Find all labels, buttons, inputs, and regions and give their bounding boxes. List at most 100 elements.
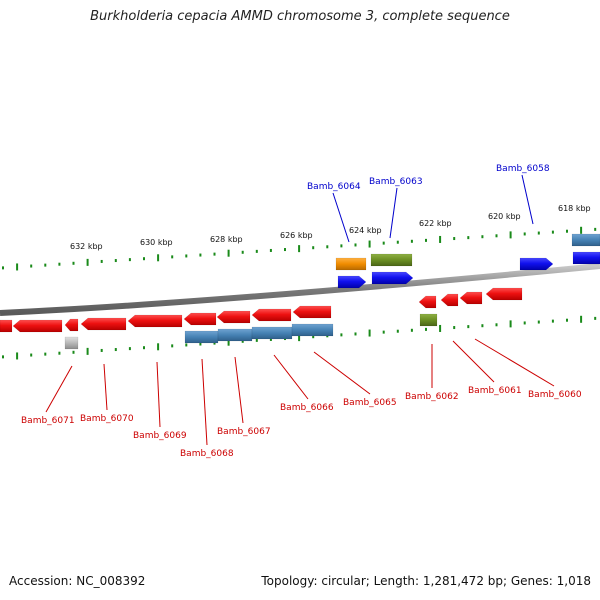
- upper-scale-tick: [2, 266, 4, 270]
- leader-bamb-6061: [452, 340, 495, 383]
- upper-scale-tick: [114, 259, 117, 263]
- gene-bamb-6062-arrow[interactable]: [418, 295, 437, 309]
- leader-bamb-6058: [521, 174, 534, 225]
- upper-scale-tick: [86, 258, 89, 266]
- upper-scale-tick: [537, 231, 540, 235]
- gene-gray-box[interactable]: [64, 336, 79, 350]
- gene-label-bamb-6070[interactable]: Bamb_6070: [80, 414, 134, 424]
- lower-scale-tick: [425, 327, 427, 331]
- gene-blue-box-upper[interactable]: [572, 251, 600, 265]
- upper-scale-tick: [143, 257, 145, 261]
- lower-scale-tick: [72, 350, 75, 354]
- gene-red-small-arrow[interactable]: [459, 291, 483, 305]
- upper-scale-tick: [185, 254, 188, 258]
- gene-bamb-6065-arrow[interactable]: [292, 305, 332, 319]
- scale-ticks: [2, 226, 597, 360]
- lower-scale-tick: [255, 338, 258, 342]
- gene-bamb-6068-arrow[interactable]: [183, 312, 217, 326]
- gene-bamb-6067-arrow[interactable]: [216, 310, 251, 324]
- gene-label-bamb-6068[interactable]: Bamb_6068: [180, 449, 234, 459]
- scale-label-620: 620 kbp: [488, 212, 521, 221]
- gene-bamb-6070-arrow[interactable]: [64, 318, 79, 332]
- lower-scale-tick: [157, 343, 160, 351]
- lower-scale-tick: [537, 320, 540, 324]
- gene-label-bamb-6067[interactable]: Bamb_6067: [217, 427, 271, 437]
- upper-scale-tick: [227, 249, 230, 257]
- scale-label-626: 626 kbp: [280, 231, 313, 240]
- lower-scale-tick: [2, 355, 4, 359]
- gene-bamb-6063-box[interactable]: [370, 253, 413, 267]
- gene-bamb-6066-arrow[interactable]: [251, 308, 292, 322]
- gene-bamb-6064-box[interactable]: [335, 257, 367, 271]
- lower-scale-tick: [382, 330, 385, 334]
- lower-scale-tick: [410, 328, 413, 332]
- gene-bamb-6069-arrow[interactable]: [127, 314, 183, 328]
- lower-scale-tick: [551, 319, 554, 323]
- gene-red-arrow[interactable]: [80, 317, 127, 331]
- gene-bamb-6060-arrow[interactable]: [485, 287, 523, 301]
- gene-bamb-6063-arrow[interactable]: [371, 271, 414, 285]
- gene-red-edge[interactable]: [0, 319, 13, 333]
- upper-scale-tick: [213, 252, 216, 256]
- lower-scale-tick: [16, 352, 19, 360]
- scale-label-628: 628 kbp: [210, 235, 243, 244]
- gene-label-bamb-6058[interactable]: Bamb_6058: [496, 164, 550, 174]
- gene-bamb-6061-arrow[interactable]: [440, 293, 459, 307]
- upper-scale-tick: [72, 261, 75, 265]
- upper-scale-tick: [410, 239, 413, 243]
- gene-steel-box-3[interactable]: [251, 326, 293, 340]
- map-title: Burkholderia cepacia AMMD chromosome 3, …: [90, 9, 510, 24]
- gene-olive-box-lower[interactable]: [419, 313, 438, 327]
- upper-scale-tick: [44, 263, 47, 267]
- lower-scale-tick: [580, 315, 583, 323]
- gene-label-bamb-6064[interactable]: Bamb_6064: [307, 182, 361, 192]
- lower-scale-tick: [368, 329, 371, 337]
- lower-scale-tick: [213, 341, 216, 345]
- gene-label-bamb-6063[interactable]: Bamb_6063: [369, 177, 423, 187]
- gene-features: [0, 233, 600, 350]
- lower-scale-tick: [227, 338, 230, 346]
- scale-label-618: 618 kbp: [558, 204, 591, 213]
- gene-label-bamb-6066[interactable]: Bamb_6066: [280, 403, 334, 413]
- scale-label-630: 630 kbp: [140, 238, 173, 247]
- leader-bamb-6065: [313, 351, 371, 395]
- upper-scale-tick: [523, 232, 526, 236]
- gene-steel-box-upper[interactable]: [571, 233, 600, 247]
- upper-scale-tick: [284, 248, 286, 252]
- leader-bamb-6067: [234, 356, 244, 424]
- upper-scale-tick: [566, 229, 568, 233]
- lower-scale-tick: [354, 332, 357, 336]
- upper-scale-tick: [157, 254, 160, 262]
- lower-scale-tick: [495, 323, 498, 327]
- gene-steel-box-2[interactable]: [217, 328, 253, 342]
- gene-label-bamb-6071[interactable]: Bamb_6071: [21, 416, 75, 426]
- lower-scale-tick: [86, 347, 89, 355]
- gene-label-bamb-6069[interactable]: Bamb_6069: [133, 431, 187, 441]
- lower-scale-tick: [185, 343, 188, 347]
- gene-bamb-6058-arrow[interactable]: [519, 257, 554, 271]
- gene-bamb-6071-arrow[interactable]: [12, 319, 63, 333]
- lower-scale-tick: [594, 316, 597, 320]
- upper-scale-tick: [382, 241, 385, 245]
- lower-scale-tick: [467, 325, 470, 329]
- upper-scale-tick: [396, 240, 399, 244]
- upper-scale-tick: [354, 243, 357, 247]
- gene-label-bamb-6065[interactable]: Bamb_6065: [343, 398, 397, 408]
- scale-labels: 632 kbp 630 kbp 628 kbp 626 kbp 624 kbp …: [70, 204, 591, 251]
- upper-scale-tick: [100, 259, 103, 263]
- lower-scale-tick: [100, 348, 103, 352]
- lower-scale-tick: [453, 326, 456, 330]
- upper-scale-tick: [171, 255, 174, 259]
- gene-label-bamb-6062[interactable]: Bamb_6062: [405, 392, 459, 402]
- gene-steel-box-4[interactable]: [291, 323, 334, 337]
- gene-bamb-6064-arrow[interactable]: [337, 275, 367, 289]
- gene-steel-box-1[interactable]: [184, 330, 219, 344]
- leader-bamb-6070: [103, 363, 108, 411]
- gene-label-bamb-6061[interactable]: Bamb_6061: [468, 386, 522, 396]
- upper-scale-tick: [368, 240, 371, 248]
- accession-text: Accession: NC_008392: [9, 574, 146, 588]
- gene-label-bamb-6060[interactable]: Bamb_6060: [528, 390, 582, 400]
- lower-scale-tick: [312, 335, 315, 339]
- lower-scale-tick: [128, 347, 131, 351]
